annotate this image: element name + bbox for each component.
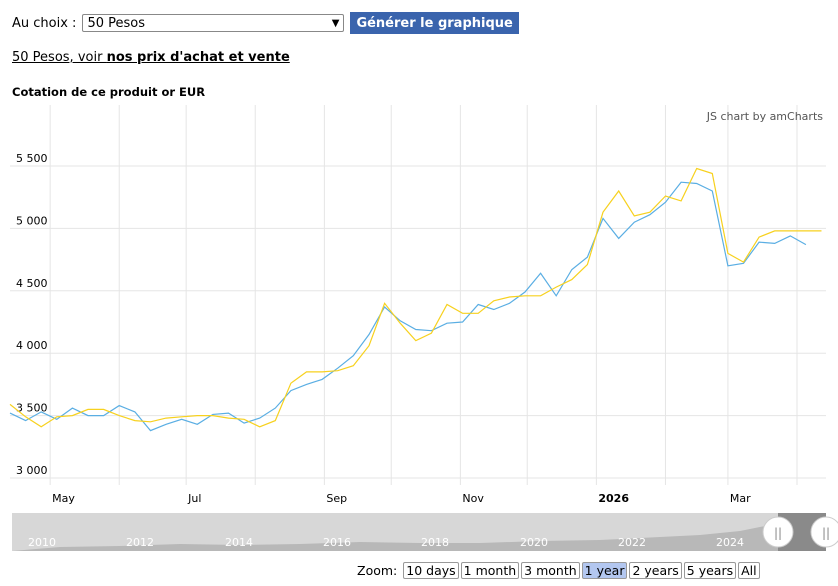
zoom-label: Zoom:: [357, 563, 398, 578]
x-tick-label: Nov: [462, 492, 484, 505]
y-tick-label: 3 000: [16, 464, 48, 477]
zoom-button-all[interactable]: All: [738, 562, 760, 579]
y-tick-label: 4 000: [16, 339, 48, 352]
navigator-year-label: 2020: [520, 536, 548, 549]
price-link-prefix: 50 Pesos, voir: [12, 50, 107, 65]
product-select[interactable]: 50 Pesos ▼: [82, 14, 345, 32]
y-tick-label: 4 500: [16, 277, 48, 290]
grip-icon: ||: [822, 526, 830, 540]
navigator-year-label: 2014: [225, 536, 253, 549]
navigator-year-label: 2024: [716, 536, 744, 549]
zoom-buttons: 10 days 1 month 3 month 1 year 2 years 5 year…: [403, 562, 761, 579]
grip-icon: ||: [774, 526, 782, 540]
x-tick-label: 2026: [598, 492, 629, 505]
zoom-button-5-years[interactable]: 5 years: [683, 562, 737, 579]
zoom-button-2-years[interactable]: 2 years: [629, 562, 682, 579]
price-link-bold: nos prix d'achat et vente: [106, 50, 290, 65]
navigator-year-label: 2010: [28, 536, 56, 549]
navigator-year-label: 2016: [323, 536, 351, 549]
product-form: Au choix : 50 Pesos ▼ Générer le graphiq…: [12, 12, 519, 34]
price-link[interactable]: 50 Pesos, voir nos prix d'achat et vente: [12, 50, 290, 65]
y-tick-label: 3 500: [16, 402, 48, 415]
navigator-grip-right[interactable]: [810, 516, 838, 548]
navigator-year-label: 2012: [126, 536, 154, 549]
x-tick-label: Mar: [730, 492, 751, 505]
zoom-button-1-year[interactable]: 1 year: [581, 562, 628, 579]
product-select-label: Au choix :: [12, 15, 77, 31]
series-line-2: [9, 167, 822, 428]
zoom-bar: Zoom: 10 days 1 month 3 month 1 year 2 years…: [357, 562, 762, 579]
chart-credit[interactable]: JS chart by amCharts: [706, 110, 823, 123]
chart-grid: [10, 105, 826, 485]
navigator-grip-left[interactable]: [762, 516, 794, 548]
series-line-1: [9, 181, 807, 432]
x-tick-label: May: [52, 492, 75, 505]
generate-chart-button[interactable]: Générer le graphique: [350, 12, 519, 34]
y-axis-ticks: 3 000 3 500 4 000 4 500 5 000 5 500: [16, 152, 48, 477]
navigator-area: [12, 518, 826, 551]
chart-title: Cotation de ce produit or EUR: [12, 85, 206, 99]
chart-series: [9, 167, 822, 432]
navigator-year-label: 2022: [618, 536, 646, 549]
navigator-year-label: 2018: [421, 536, 449, 549]
y-tick-label: 5 500: [16, 152, 48, 165]
x-axis-ticks: May Jul Sep Nov 2026 Mar: [52, 492, 751, 505]
price-chart[interactable]: 3 000 3 500 4 000 4 500 5 000 5 500 May Jul Sep…: [0, 100, 838, 560]
zoom-button-1-month[interactable]: 1 month: [460, 562, 520, 579]
x-tick-label: Sep: [326, 492, 347, 505]
zoom-button-10-days[interactable]: 10 days: [403, 562, 459, 579]
product-select-value: 50 Pesos: [87, 15, 145, 31]
y-tick-label: 5 000: [16, 214, 48, 227]
zoom-button-3-month[interactable]: 3 month: [521, 562, 580, 579]
chevron-down-icon: ▼: [331, 17, 340, 29]
x-tick-label: Jul: [187, 492, 201, 505]
range-navigator[interactable]: 2010 2012 2014 2016 2018 2020 2022 2024 || ||: [12, 513, 838, 551]
